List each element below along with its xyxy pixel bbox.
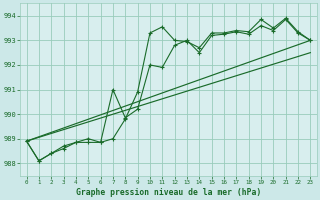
X-axis label: Graphe pression niveau de la mer (hPa): Graphe pression niveau de la mer (hPa) [76, 188, 261, 197]
